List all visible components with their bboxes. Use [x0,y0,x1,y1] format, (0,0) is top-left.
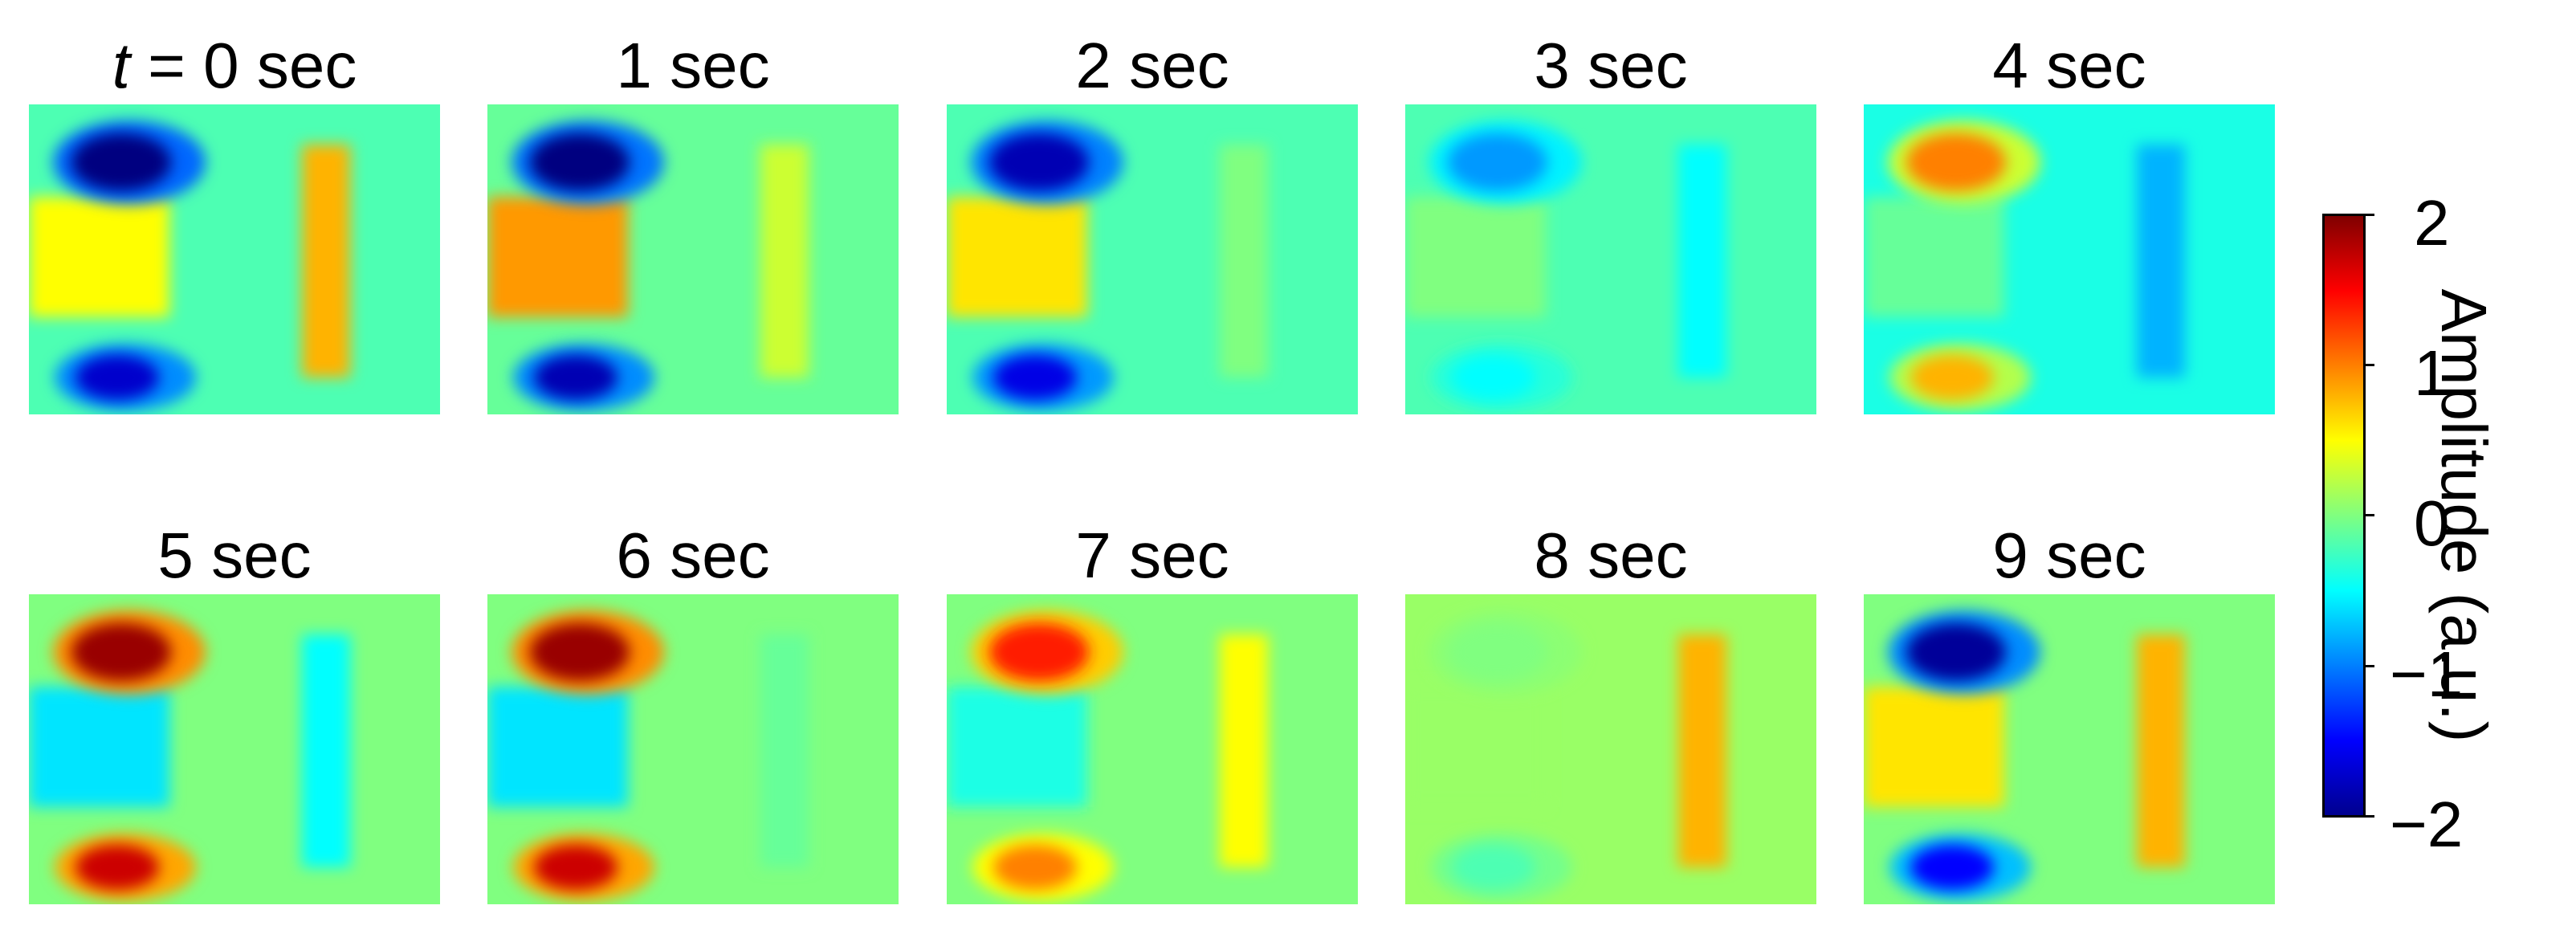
heatmap-svg [1405,104,1816,414]
right-bar-region [1678,145,1726,377]
left-band-region [947,197,1087,317]
lower-left-spot [1452,355,1535,400]
left-band-region [487,197,628,317]
right-bar-region [302,145,350,377]
panel-title-t8: 8 sec [1534,520,1688,591]
lower-left-spot [75,845,159,890]
right-bar-region [1678,634,1726,867]
upper-left-spot [530,623,630,681]
upper-left-spot [1906,623,2006,681]
panel-title-t7: 7 sec [1075,520,1229,591]
right-bar-region [302,634,350,867]
left-band-region [1405,687,1546,807]
panel-title-t2: 2 sec [1075,30,1229,101]
left-band-region [1405,197,1546,317]
right-bar-region [1220,634,1268,867]
heatmap-svg [29,594,440,904]
lower-left-spot [534,845,618,890]
heatmap-svg [29,104,440,414]
heatmap-svg [947,104,1358,414]
colorbar-label-minus1: −1 [2390,638,2464,710]
heatmap-svg [1405,594,1816,904]
colorbar [2322,214,2366,818]
colorbar-label-0: 0 [2414,487,2450,559]
colorbar-tick-minus2 [2363,815,2374,818]
left-band-region [1864,687,2004,807]
right-bar-region [1220,145,1268,377]
panel-title-t5: 5 sec [157,520,312,591]
heatmap-svg [947,594,1358,904]
upper-left-spot [71,133,171,191]
panel-title-t0: t = 0 sec [29,34,440,98]
panel-title-t3: 3 sec [1534,30,1688,101]
left-band-region [947,687,1087,807]
panel-title-t1: 1 sec [616,30,770,101]
heatmap-t6 [487,594,899,904]
right-bar-region [2137,634,2185,867]
left-band-region [29,197,169,317]
upper-left-spot [530,133,630,191]
lower-left-spot [1910,355,1994,400]
upper-left-spot [989,623,1089,681]
heatmap-t9 [1864,594,2275,904]
lower-left-spot [993,355,1077,400]
heatmap-t5 [29,594,440,904]
upper-left-spot [1906,133,2006,191]
lower-left-spot [75,355,159,400]
heatmap-svg [1864,594,2275,904]
heatmap-t3 [1405,104,1816,414]
panel-title-t6: 6 sec [616,520,770,591]
panel-title-t0-text: = 0 sec [148,30,357,101]
time-symbol: t [112,30,130,101]
colorbar-tick-2 [2363,214,2374,216]
colorbar-tick-minus1 [2363,665,2374,667]
panel-title-t9: 9 sec [1992,520,2146,591]
lower-left-spot [534,355,618,400]
colorbar-tick-0 [2363,514,2374,516]
left-band-region [487,687,628,807]
colorbar-label-1: 1 [2414,337,2450,409]
upper-left-spot [1448,623,1547,681]
heatmap-svg [1864,104,2275,414]
heatmap-t4 [1864,104,2275,414]
upper-left-spot [1448,133,1547,191]
left-band-region [29,687,169,807]
heatmap-t1 [487,104,899,414]
heatmap-t8 [1405,594,1816,904]
right-bar-region [760,634,809,867]
heatmap-t2 [947,104,1358,414]
right-bar-region [2137,145,2185,377]
lower-left-spot [1910,845,1994,890]
right-bar-region [760,145,809,377]
upper-left-spot [989,133,1089,191]
upper-left-spot [71,623,171,681]
colorbar-axis-label: Amplitude (a.u.) [2428,288,2500,743]
heatmap-svg [487,594,899,904]
left-band-region [1864,197,2004,317]
heatmap-t0 [29,104,440,414]
lower-left-spot [993,845,1077,890]
panel-title-t4: 4 sec [1992,30,2146,101]
colorbar-label-2: 2 [2414,187,2450,259]
heatmap-svg [487,104,899,414]
heatmap-t7 [947,594,1358,904]
colorbar-tick-1 [2363,364,2374,366]
colorbar-label-minus2: −2 [2390,789,2464,860]
lower-left-spot [1452,845,1535,890]
